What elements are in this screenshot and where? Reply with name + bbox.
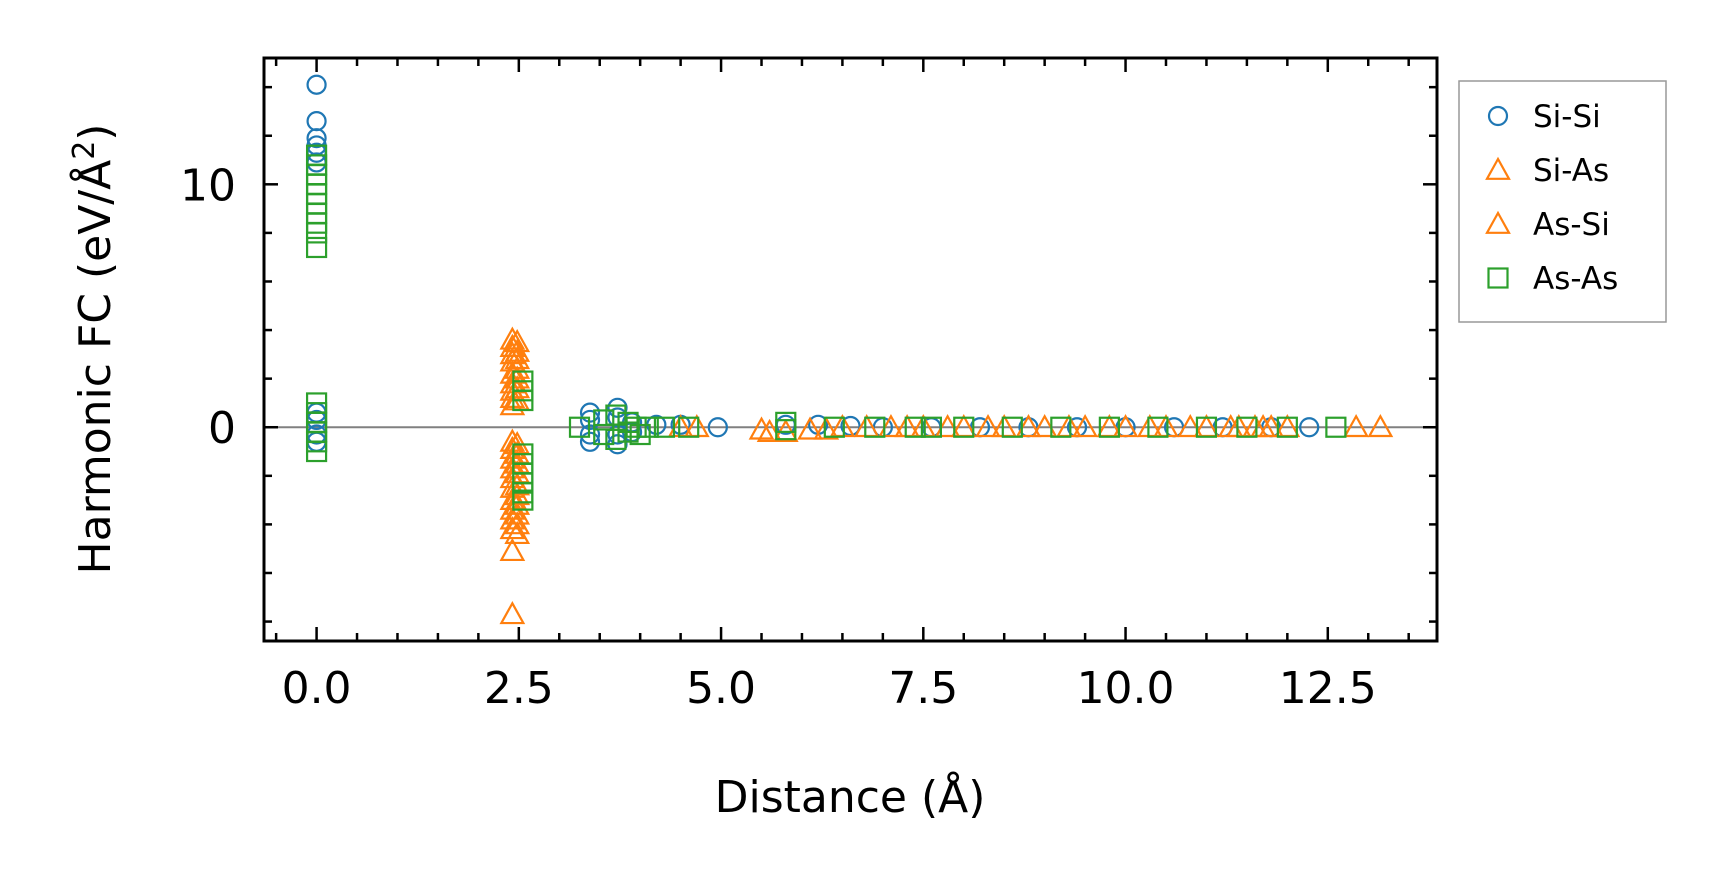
data-point [1343,413,1369,438]
data-point [823,416,845,438]
legend-item-as-as: As-As [1487,261,1618,297]
x-tick-label: 7.5 [888,663,958,714]
data-point [678,416,700,438]
data-point [707,417,728,438]
data-point [512,389,534,412]
legend-label: Si-As [1533,153,1609,189]
data-point [1299,417,1320,438]
data-point [813,416,840,440]
axis-ticks: 0.0 2.5 5.0 7.5 10.0 12.5 0 10 [180,58,1437,714]
series-si-si [306,74,1320,455]
data-point [653,416,676,438]
data-point [637,416,659,438]
data-point [756,418,783,442]
data-point [748,416,775,440]
data-point [1195,416,1218,438]
data-point [629,423,651,446]
data-point [1250,413,1276,438]
data-point [504,328,531,353]
data-point [306,128,327,149]
legend-marker [1487,267,1509,289]
data-point [499,601,526,625]
data-point [306,74,327,95]
data-point [605,428,627,450]
data-point [1098,416,1120,438]
data-point [775,419,797,441]
data-point [625,416,647,438]
legend: Si-Si Si-As As-Si As-As [1458,80,1667,323]
data-point [797,416,823,440]
x-tick-label: 0.0 [282,663,352,714]
data-points [305,74,1394,625]
data-point [1050,416,1072,438]
legend-label: Si-Si [1533,99,1601,135]
data-point [504,520,531,545]
y-tick-label: 0 [208,403,236,454]
data-point [934,413,961,438]
legend-item-si-as: Si-As [1485,153,1609,189]
legend-label: As-As [1533,261,1618,297]
data-point [1236,416,1258,438]
data-point [499,537,526,562]
x-axis-label: Distance (Å) [715,770,986,823]
data-point [1015,413,1042,438]
data-point [305,222,328,244]
x-tick-label: 2.5 [484,663,554,714]
data-point [1001,416,1023,438]
data-point [975,413,1001,438]
data-point [904,416,926,438]
legend-frame [1458,80,1667,323]
data-point [568,416,591,438]
legend-marker [1485,210,1511,234]
data-point [953,416,975,438]
data-point [504,511,531,535]
data-point [920,416,942,438]
data-point [878,413,904,438]
x-tick-label: 5.0 [686,663,756,714]
data-point [593,423,615,446]
data-point [512,489,534,511]
data-point [864,416,886,438]
y-axis-label: Harmonic FC (eV/Å2) [67,124,121,575]
data-point [499,506,526,530]
data-point [1276,416,1298,438]
data-point [1112,413,1139,438]
data-point [1031,413,1058,438]
data-point [1147,416,1169,438]
x-tick-label: 10.0 [1077,663,1175,714]
y-tick-label: 10 [180,160,236,211]
data-point [617,421,639,443]
data-point [305,236,328,259]
data-point [593,409,615,431]
legend-item-as-si: As-Si [1485,207,1610,243]
data-point [306,111,327,132]
legend-marker [1485,156,1511,180]
data-point [504,338,531,362]
data-point [504,375,531,399]
series-si-as [499,326,1394,625]
legend-item-si-si: Si-Si [1487,99,1601,135]
data-point [1177,413,1204,438]
data-point [605,404,627,426]
data-point [1325,416,1347,438]
plot-frame [262,56,1439,643]
data-point [305,440,328,463]
series-as-as [305,144,1347,511]
legend-marker [1487,105,1509,127]
legend-label: As-Si [1533,207,1610,243]
data-point [1367,413,1394,438]
data-point [1072,413,1098,438]
x-tick-label: 12.5 [1279,663,1377,714]
data-point [499,392,526,416]
